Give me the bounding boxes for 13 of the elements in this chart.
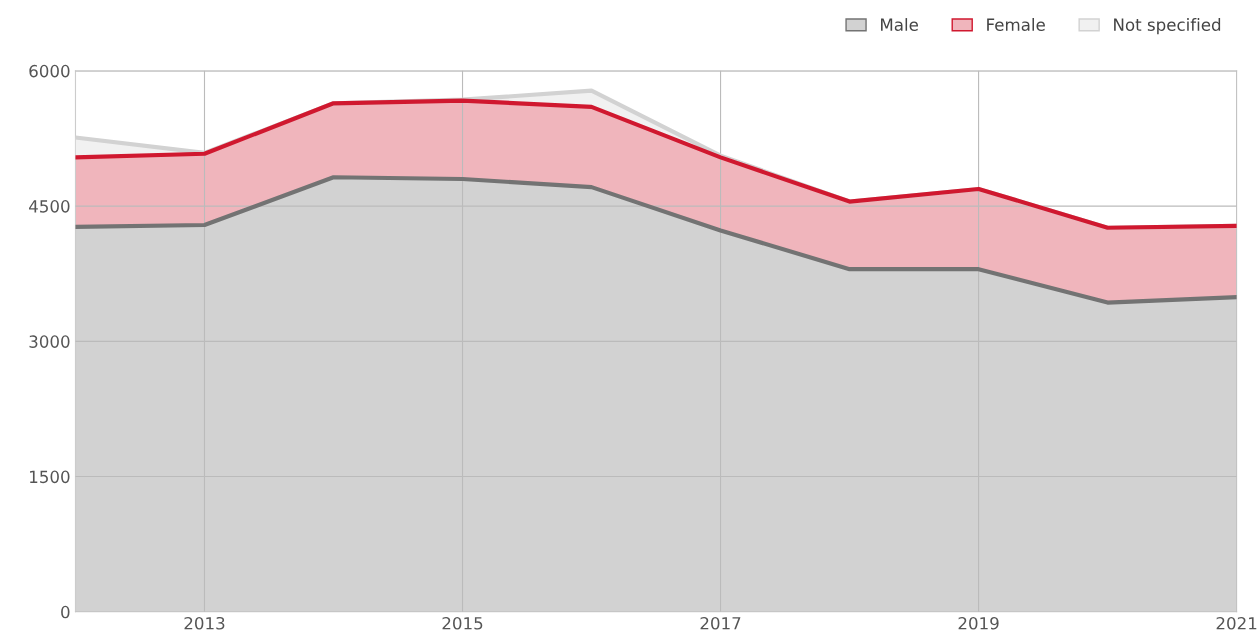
x-tick-label: 2013 [184, 616, 225, 630]
y-tick-label: 6000 [29, 64, 70, 78]
legend-label: Not specified [1114, 18, 1221, 35]
legend-label: Male [881, 18, 918, 31]
x-tick-label: 2015 [442, 616, 483, 630]
y-tick-label: 3000 [29, 335, 70, 348]
x-tick-label: 2019 [958, 616, 999, 630]
y-tick-label: 4500 [29, 200, 70, 213]
x-tick-label: 2021 [1216, 616, 1257, 630]
y-tick-label: 1500 [30, 470, 70, 484]
y-tick-label: 0 [61, 605, 70, 619]
x-tick-label: 2017 [700, 616, 741, 630]
legend-label: Female [987, 18, 1045, 31]
